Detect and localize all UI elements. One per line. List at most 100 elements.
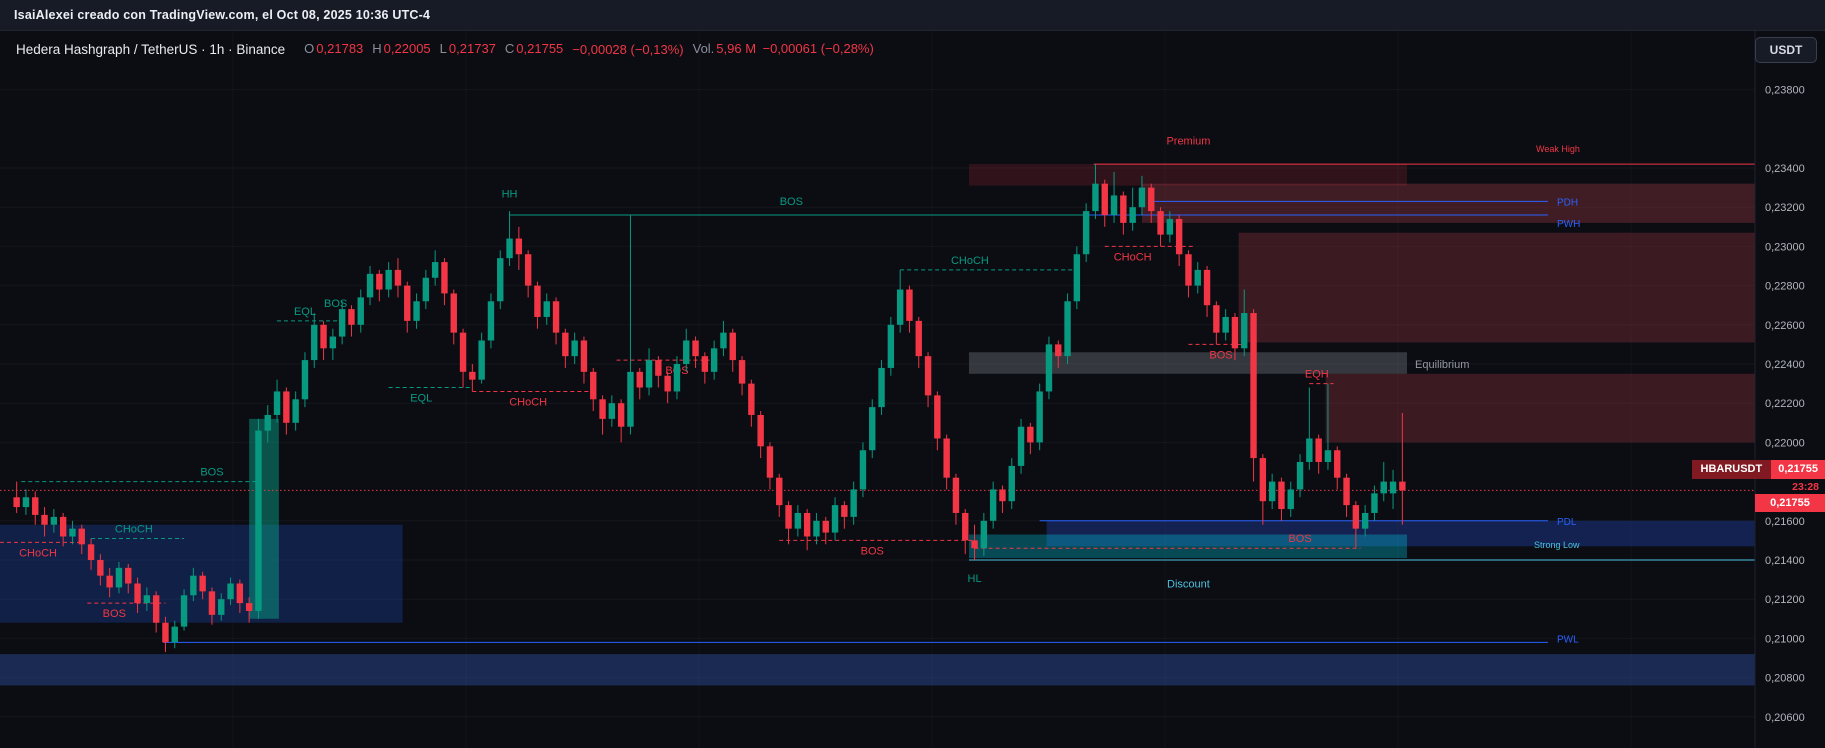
candle-body: [301, 360, 309, 400]
zone-equilibrium: [968, 352, 1407, 374]
candle-body: [999, 489, 1006, 502]
candle-body: [394, 269, 402, 286]
price-axis-label: 0,21000: [1765, 633, 1805, 645]
label-weak-high: Weak High: [1536, 144, 1580, 154]
badge-symbol-price: 0,21755: [1771, 460, 1825, 479]
candle-body: [1194, 269, 1201, 286]
label-eqh-right: EQH: [1305, 369, 1329, 381]
candle-body: [1213, 305, 1220, 333]
candle-body: [1268, 481, 1276, 502]
label-bos: BOS: [324, 298, 347, 310]
price-axis-label: 0,20800: [1765, 673, 1805, 685]
candle-body: [571, 340, 578, 357]
candle-body: [710, 348, 718, 372]
candle-body: [506, 238, 513, 259]
candle-body: [115, 567, 123, 588]
candle-body: [1166, 218, 1174, 235]
ohlc-high: H 0,22005: [372, 41, 431, 56]
candle-body: [962, 512, 969, 541]
candle-body: [190, 575, 197, 596]
price-axis-label: 0,23400: [1765, 163, 1805, 175]
candle-body: [292, 399, 299, 423]
candle-body: [738, 360, 746, 384]
candle-body: [1008, 465, 1015, 502]
candle-body: [22, 497, 30, 508]
candle-body: [1324, 450, 1332, 462]
label-choch-bull-mid: CHoCH: [951, 255, 989, 267]
label-choch-left-bull: CHoCH: [115, 523, 153, 535]
candle-body: [915, 320, 922, 357]
candle-body: [869, 407, 876, 451]
candle-body: [13, 497, 20, 508]
candle-body: [980, 520, 988, 549]
candle-body: [1259, 458, 1267, 502]
candle-body: [459, 332, 467, 372]
candle-body: [199, 575, 206, 592]
candle-body: [785, 505, 792, 529]
candle-body: [1371, 493, 1378, 513]
label-bos: BOS: [780, 196, 803, 208]
candle-body: [748, 383, 755, 415]
candle-body: [1101, 183, 1108, 216]
price-axis-label: 0,22000: [1765, 437, 1805, 449]
zone-pwl-zone: [0, 654, 1755, 686]
candle-body: [971, 540, 978, 549]
candle-body: [1343, 477, 1350, 506]
candle-body: [450, 293, 457, 333]
candle-body: [236, 583, 244, 604]
candle-body: [803, 512, 811, 537]
label-hh: HH: [502, 188, 518, 200]
candle-body: [208, 591, 216, 615]
candle-body: [1036, 391, 1043, 443]
symbol-title[interactable]: Hedera Hashgraph / TetherUS · 1h · Binan…: [16, 41, 286, 57]
candle-body: [1175, 218, 1183, 255]
candle-body: [1185, 254, 1192, 286]
label-hl: HL: [968, 573, 982, 585]
zone-supply-mid: [1238, 232, 1755, 343]
label-pdh: PDH: [1557, 197, 1578, 208]
zone-supply-top: [1141, 183, 1755, 223]
label-bos-low-right: BOS: [1288, 533, 1311, 545]
price-axis-label: 0,23000: [1765, 241, 1805, 253]
candle-body: [171, 626, 178, 643]
candle-body: [850, 489, 857, 517]
candle-body: [152, 595, 160, 623]
candle-body: [608, 403, 616, 419]
candle-body: [534, 285, 541, 317]
candle-body: [599, 399, 606, 419]
candle-body: [1045, 344, 1053, 392]
candle-body: [1110, 195, 1118, 216]
candle-body: [887, 324, 895, 368]
candle-body: [1231, 316, 1239, 349]
candle-body: [859, 450, 867, 490]
currency-toggle-button[interactable]: USDT: [1755, 37, 1817, 63]
candle-body: [1361, 512, 1369, 529]
candle-body: [87, 544, 95, 560]
candle-body: [264, 414, 271, 431]
candle-body: [757, 414, 764, 447]
candle-body: [134, 583, 141, 604]
candle-body: [822, 520, 829, 533]
candle-body: [41, 514, 48, 525]
candle-body: [831, 505, 839, 533]
candle-body: [683, 340, 690, 364]
price-axis-label: 0,21400: [1765, 555, 1805, 567]
candle-body: [497, 258, 504, 302]
candle-body: [329, 336, 337, 349]
candle-body: [1092, 183, 1099, 212]
candle-body: [478, 340, 485, 380]
candle-body: [97, 560, 104, 576]
candle-body: [1129, 207, 1136, 223]
label-bos-low-mid: BOS: [861, 545, 884, 557]
candle-body: [1352, 505, 1360, 529]
candle-body: [1250, 313, 1257, 459]
price-axis[interactable]: [1755, 30, 1825, 748]
candle-body: [106, 575, 113, 588]
candle-body: [283, 391, 290, 423]
candle-body: [69, 528, 76, 537]
candle-body: [813, 520, 820, 537]
candle-body: [906, 289, 913, 321]
candle-body: [441, 262, 448, 294]
candle-body: [692, 340, 699, 357]
